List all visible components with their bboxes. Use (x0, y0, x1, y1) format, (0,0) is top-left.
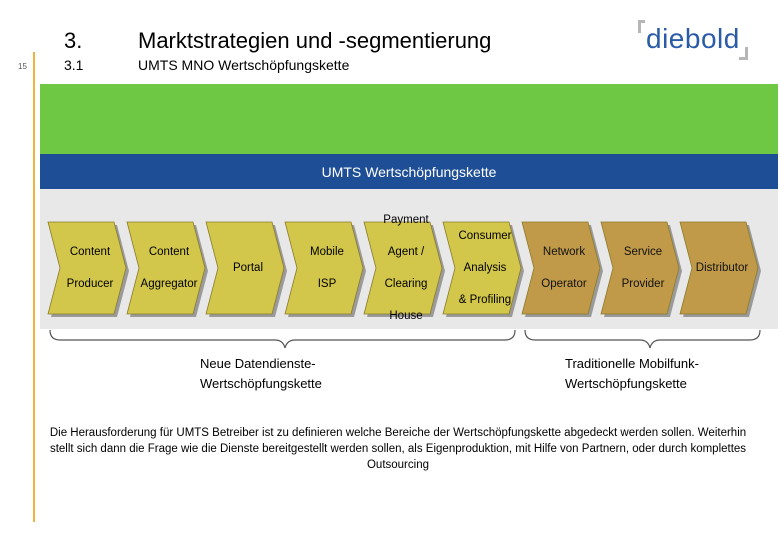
green-banner (40, 84, 778, 154)
logo-text: diebold (646, 23, 740, 54)
value-chain-step (442, 221, 522, 315)
value-chain-step (205, 221, 285, 315)
accent-side-line (33, 52, 35, 522)
value-chain-step-label: Content Producer (66, 246, 114, 290)
group-label-traditional: Traditionelle Mobilfunk- Wertschöpfungsk… (565, 354, 699, 394)
value-chain-step-label: Consumer Analysis & Profiling (458, 230, 512, 306)
subsection-title: UMTS MNO Wertschöpfungskette (138, 57, 350, 73)
value-chain-step (47, 221, 127, 315)
value-chain-step-label: Payment Agent / Clearing House (383, 214, 429, 322)
section-number: 3. (64, 28, 83, 53)
value-chain-step (284, 221, 364, 315)
group-label-new-line: Wertschöpfungskette (200, 376, 322, 391)
value-chain-step (679, 221, 759, 315)
diebold-logo: diebold (638, 20, 748, 60)
value-chain-step-label: Mobile ISP (310, 246, 344, 290)
value-chain-step (521, 221, 601, 315)
value-chain-step-label: Distributor (695, 262, 749, 274)
value-chain-step-label: Network Operator (541, 246, 587, 290)
logo-bracket-right (739, 47, 748, 60)
value-chain-step-label: Content Aggregator (140, 246, 198, 290)
group-label-new: Neue Datendienste- Wertschöpfungskette (200, 354, 322, 394)
subsection-number: 3.1 (64, 57, 84, 73)
section-title: Marktstrategien und -segmentierung (138, 28, 492, 53)
group-label-traditional-line: Wertschöpfungskette (565, 376, 687, 391)
value-chain-step-label: Service Provider (621, 246, 665, 290)
logo-bracket-left (638, 20, 645, 33)
value-chain-title: UMTS Wertschöpfungskette (40, 154, 778, 189)
value-chain-step-label: Portal (232, 262, 264, 274)
value-chain-step (363, 221, 443, 315)
value-chain-step (600, 221, 680, 315)
group-label-new-line: Neue Datendienste- (200, 356, 316, 371)
challenge-note: Die Herausforderung für UMTS Betreiber i… (49, 427, 747, 471)
group-label-traditional-line: Traditionelle Mobilfunk- (565, 356, 699, 371)
page-number: 15 (18, 62, 27, 71)
value-chain-step (126, 221, 206, 315)
